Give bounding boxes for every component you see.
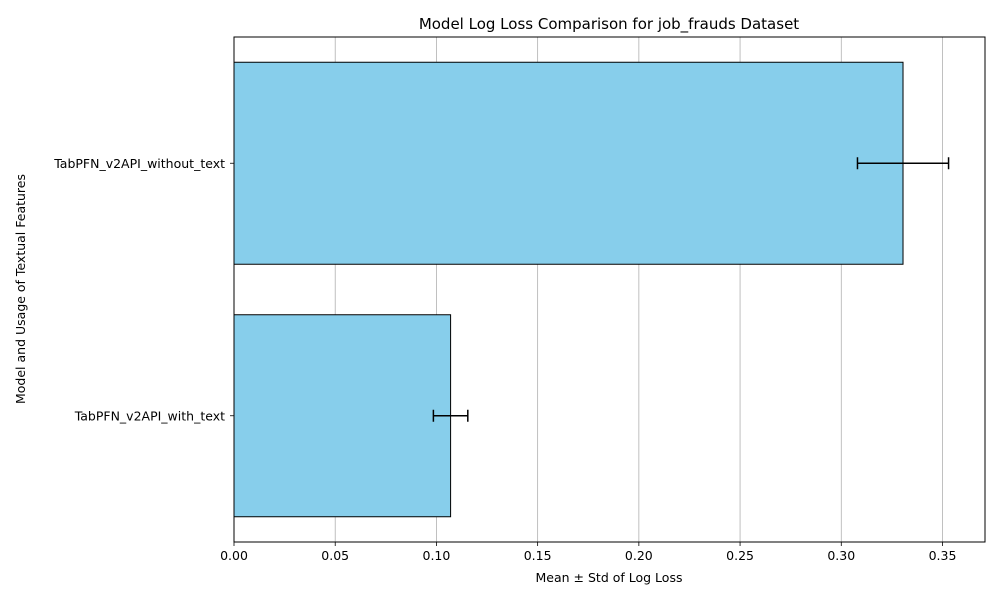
x-tick-label: 0.00: [220, 548, 248, 563]
y-tick-label: TabPFN_v2API_without_text: [53, 156, 225, 171]
x-tick-label: 0.35: [929, 548, 957, 563]
plot-frame: [233, 36, 986, 543]
y-axis-ticks: TabPFN_v2API_without_text TabPFN_v2API_wi…: [53, 156, 234, 423]
x-tick-label: 0.20: [625, 548, 653, 563]
x-axis-ticks: 0.00 0.05 0.10 0.15 0.20 0.25 0.30 0.35: [220, 542, 956, 563]
y-tick-label: TabPFN_v2API_with_text: [74, 408, 225, 423]
bar-TabPFN_v2API_with_text: [233, 314, 452, 518]
x-tick-label: 0.30: [827, 548, 855, 563]
chart-title: Model Log Loss Comparison for job_frauds…: [419, 15, 799, 34]
error-layer: [432, 157, 950, 422]
bar-layer: [233, 61, 904, 518]
x-tick-label: 0.25: [726, 548, 754, 563]
y-axis-label: Model and Usage of Textual Features: [13, 174, 28, 404]
bar-TabPFN_v2API_without_text: [233, 61, 904, 265]
x-tick-label: 0.05: [321, 548, 349, 563]
x-axis-label: Mean ± Std of Log Loss: [536, 570, 683, 585]
x-tick-label: 0.10: [423, 548, 451, 563]
x-tick-label: 0.15: [524, 548, 552, 563]
